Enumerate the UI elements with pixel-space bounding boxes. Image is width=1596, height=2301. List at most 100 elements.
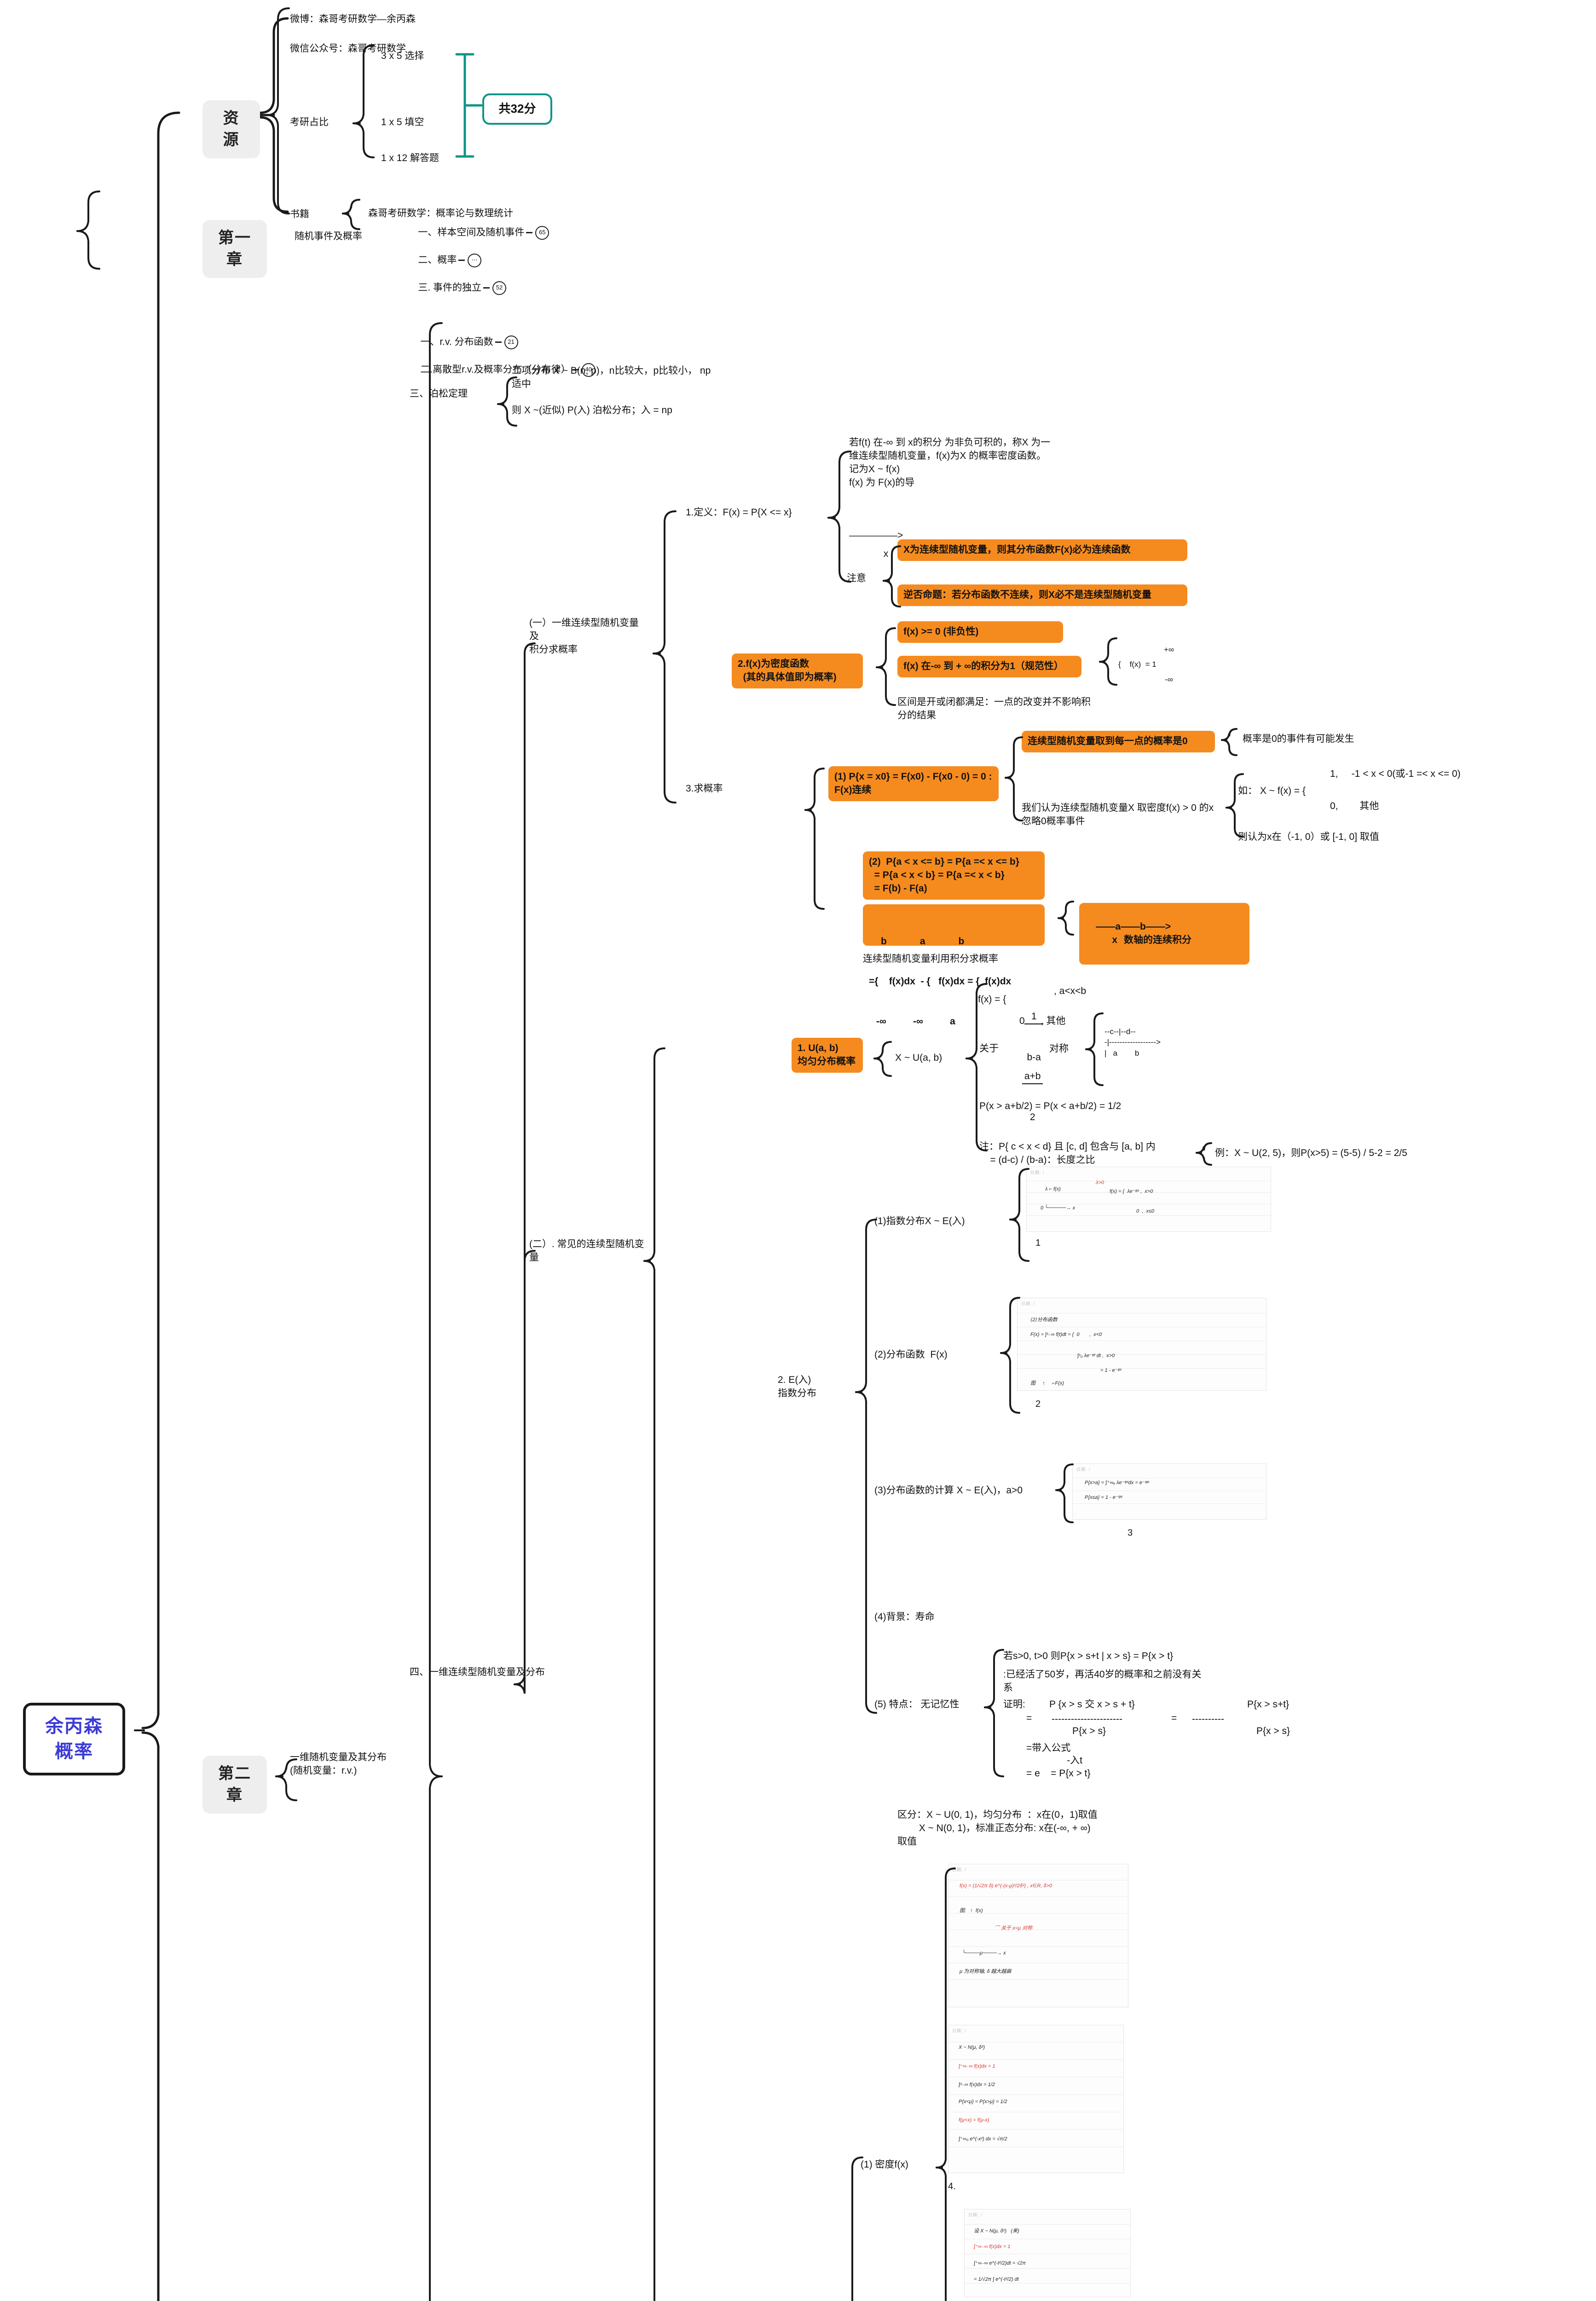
density-nonnegativity[interactable]: f(x) >= 0 (非负性) [897,621,1063,643]
resource-wechat[interactable]: 微信公众号：森哥考研数学 [290,43,406,54]
density-function-label[interactable]: 2.f(x)为密度函数 (其的具体值即为概率) [732,653,863,688]
page-badge: 21 [504,335,518,349]
chip-chapter1[interactable]: 第一章 [202,220,267,278]
ch2-sec-dist-func[interactable]: 一、r.v. 分布函数 21 [410,322,649,363]
chapter2-topic[interactable]: 一维随机变量及其分布 (随机变量：r.v.) [290,1752,387,1776]
sec4-sub1-title[interactable]: (一）一维连续型随机变量及 积分求概率 [529,618,639,655]
density-normalization[interactable]: f(x) 在-∞ 到 + ∞的积分为1（规范性） [897,656,1081,677]
memoryless-rule-2: ---------- [1192,1714,1224,1724]
ch1-item-probability[interactable]: 二、概率 ⋯ [407,240,605,281]
exponential-distribution-label[interactable]: 2. E(入) 指数分布 [778,1375,816,1399]
memoryless-statement: 若s>0, t>0 则P{x > s+t | x > s} = P{x > t} [1003,1651,1174,1661]
expo-cdf-calc-item[interactable]: (3)分布函数的计算 X ~ E(入)，a>0 [874,1485,1023,1496]
highlight-contrapositive[interactable]: 逆否命题：若分布函数不连续，则X必不是连续型随机变量 [897,584,1187,606]
memoryless-exponent: -入t [1067,1755,1082,1766]
def-body-text: 若f(t) 在-∞ 到 x的积分 为非负可积的，称X 为一 维连续型随机变量，f… [849,437,1051,488]
highlight-point-prob-zero[interactable]: 连续型随机变量取到每一点的概率是0 [1022,731,1215,752]
poisson-condition[interactable]: 二项分布 X ~ B(n, p)，n比较大，p比较小， np 适中 [512,365,711,389]
handwriting-note-normal-3: 日期: / 设 X ~ N(μ, δ²) (来) ∫⁺∞₋∞ f(x)dx = … [964,2209,1131,2297]
page-badge: 52 [492,281,507,295]
int-limit-lo1: -∞ [876,1016,886,1027]
prob-interval-equalities[interactable]: (2) P{a < x <= b} = P{a =< x <= b} = P{a… [863,851,1045,900]
memoryless-equals-2: = [1171,1713,1177,1723]
resource-exam-ratio-label[interactable]: 考研占比 [290,117,329,127]
uniform-symmetry-post: 对称 [1049,1043,1069,1054]
integral-lower-row: -∞ -∞ a [869,1015,1039,1029]
ch2-sec-poisson[interactable]: 三、泊松定理 [410,388,468,399]
frac-den: 2 [1029,1111,1035,1122]
uniform-half-probability: P(x > a+b/2) = P(x < a+b/2) = 1/2 [979,1101,1122,1111]
handwriting-note-expo-cdf: 日期: / ⟨2⟩分布函数 F(x) = ∫ˣ₋∞ f(t)dt = { 0 ,… [1017,1298,1266,1391]
resource-book-title[interactable]: 森哥考研数学：概率论与数理统计 [368,208,513,219]
expo-background-item[interactable]: (4)背景：寿命 [874,1612,935,1622]
ch1-item-independence[interactable]: 三. 事件的独立 52 [407,268,605,308]
note-date-label: 日期: / [952,1867,966,1872]
exam-ratio-choice[interactable]: 3 x 5 选择 [381,51,424,61]
uniform-example: 例：X ~ U(2, 5)，则P(x>5) = (5-5) / 5-2 = 2/… [1215,1148,1407,1158]
page-badge: ⋯ [468,253,482,267]
ch2-sec-discrete-label: 二.离散型r.v.及概率分布（分布律） [420,364,571,375]
note-date-label: 日期: / [1076,1467,1091,1472]
integral-lower-limit: -∞ [1165,675,1173,684]
resource-weibo[interactable]: 微博：森哥考研数学—余丙森 [290,14,416,24]
number-line-caption: 数轴的连续积分 [1124,934,1192,945]
density-interval-remark: 区间是开或闭都满足：一点的改变并不影响积 分的结果 [897,697,1091,721]
chip-chapter2[interactable]: 第二章 [202,1756,267,1814]
handwriting-note-normal-2: 日期: / X ~ N(μ, δ²) ∫⁺∞₋∞ f(x)dx = 1 ∫ᵘ₋∞… [948,2025,1124,2173]
ch2-sec-continuous[interactable]: 四、一维连续型随机变量及分布 [410,1667,545,1677]
prob-interval-integral[interactable]: b a b ={ f(x)dx - { f(x)dx = { f(x)dx -∞… [863,904,1045,1027]
zero-prob-event-note: 概率是0的事件有可能发生 [1243,734,1354,744]
def-distribution-function[interactable]: 1.定义：F(x) = P{X <= x} [686,507,792,518]
number-line-integral-box[interactable]: ——a——b——> x 数轴的连续积分 [1079,903,1249,965]
memoryless-final: = e = P{x > t} [1026,1768,1091,1779]
uniform-vs-normal-distinction: 区分：X ~ U(0, 1)，均匀分布 ：x在(0，1)取值 X ~ N(0, … [897,1810,1098,1847]
resource-book-label[interactable]: 书籍 [290,209,309,220]
expo-memoryless-item[interactable]: (5) 特点： 无记忆性 [874,1699,960,1710]
ch1-item-probability-label: 二、概率 [418,254,457,266]
dash-icon [458,260,465,261]
uniform-symmetry-pre: 关于 [979,1043,999,1054]
chapter1-topic[interactable]: 随机事件及概率 [295,231,362,242]
page-badge: 65 [535,225,549,240]
uniform-distribution-label[interactable]: 1. U(a, b) 均匀分布概率 [792,1038,863,1073]
uniform-length-ratio-note: 注：P{ c < x < d} 且 [c, d] 包含与 [a, b] 内 = … [979,1141,1156,1165]
integral-expression: f(x) = 1 [1129,660,1157,669]
sec4-sub2-title[interactable]: (二）. 常见的连续型随机变量 [529,1239,644,1263]
highlight-continuous-F-continuous[interactable]: X为连续型随机变量，则其分布函数F(x)必为连续函数 [897,539,1187,561]
note-label: 注意 [847,573,866,584]
compute-probability-label[interactable]: 3.求概率 [686,783,723,794]
normal-density-group[interactable]: (1) 密度f(x) [861,2159,908,2170]
dash-icon [483,287,490,289]
frac-num: a+b [1022,1070,1043,1084]
expo-cdf-item[interactable]: (2)分布函数 F(x) [874,1349,948,1360]
memoryless-explanation: :已经活了50岁，再活40岁的概率和之前没有关 系 [1003,1669,1202,1693]
example-lead: 如： X ~ f(x) = { [1238,786,1306,796]
normal-note-4-number: 4. [948,2181,956,2191]
uniform-notation: X ~ U(a, b) [895,1052,943,1063]
ch1-item-sample-space-label: 一、样本空间及随机事件 [418,227,525,238]
chip-resources[interactable]: 资源 [202,100,260,158]
ch1-item-sample-space[interactable]: 一、样本空间及随机事件 65 [407,213,605,253]
exam-ratio-essay[interactable]: 1 x 12 解答题 [381,153,439,163]
axis-arrow: —————> [849,530,903,541]
exam-ratio-fill[interactable]: 1 x 5 填空 [381,117,424,127]
example-conclusion: 则认为x在（-1, 0）或 [-1, 0] 取值 [1238,832,1379,842]
expo-calc-page-number: 3 [1128,1528,1133,1538]
expo-cdf-page-number: 2 [1035,1399,1041,1409]
fraction: 1 b-a [1024,983,1043,1091]
poisson-result[interactable]: 则 X ~(近似) P(入) 泊松分布；入 = np [512,405,672,416]
ch2-sec-discrete[interactable]: 二.离散型r.v.及概率分布（分布律） 40 [410,350,695,390]
note-date-label: 日期: / [1030,1170,1045,1175]
uniform-pdf-cond1: , a<x<b [1054,986,1087,996]
int-limit-b2: b [958,936,965,947]
example-case-1: 1, -1 < x < 0(或-1 =< x <= 0) [1330,769,1461,779]
expo-pdf-item[interactable]: (1)指数分布X ~ E(入) [874,1216,965,1226]
integral-upper-row: b a b [869,935,1039,948]
exam-total-score-badge[interactable]: 共32分 [482,93,552,125]
memoryless-proof-den2: P{x > s} [1256,1726,1290,1736]
root-node[interactable]: 余丙森概率 [23,1703,125,1776]
int-limit-lo3: a [949,1016,955,1027]
prob-single-point[interactable]: (1) P{x = x0} = F(x0) - F(x0 - 0) = 0 : … [828,766,999,801]
frac-den: b-a [1027,1052,1041,1063]
